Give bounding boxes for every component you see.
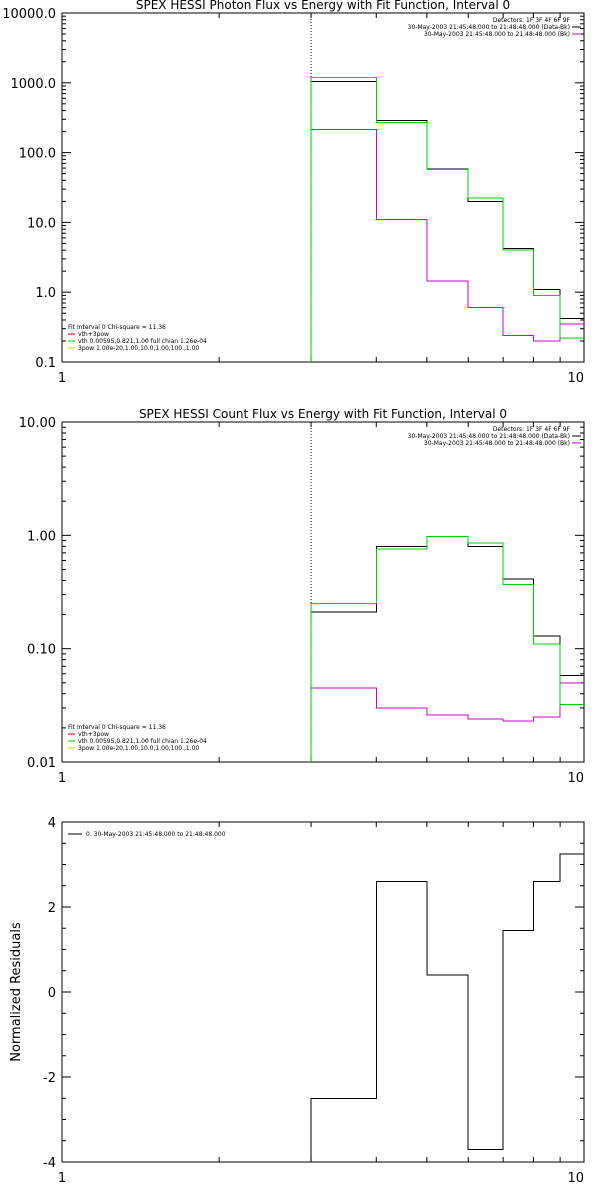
y-tick-label: 10000.0 [2, 7, 56, 22]
plot-frame [61, 12, 585, 363]
y-tick-label: 4 [48, 816, 56, 831]
series-line-0 [310, 535, 584, 762]
fit-legend-entry: vth 0.00595,0.821,1.00 full chian 1.26e-… [78, 738, 207, 745]
series-line-1 [310, 682, 584, 762]
legend-entry: Detectors: 1F 3F 4F 6F 9F [493, 17, 571, 24]
y-tick-label: 100.0 [19, 147, 56, 162]
plot-frame [61, 821, 585, 1163]
x-tick-label: 10 [567, 771, 584, 786]
chart-title: SPEX HESSI Photon Flux vs Energy with Fi… [136, 0, 510, 12]
y-tick-label: 10.00 [19, 416, 56, 431]
legend-entry: 30-May-2003 21:45:48.000 to 21:48:48.000… [408, 433, 570, 440]
legend-entry: 0. 30-May-2003 21:45:48.000 to 21:48:48.… [86, 831, 226, 838]
y-axis-label: Normalized Residuals [9, 922, 24, 1062]
y-tick-label: 0.01 [27, 756, 56, 771]
fit-legend-entry: vth+3pow [78, 731, 109, 738]
legend-entry: 30-May-2003 21:45:48.000 to 21:48:48.000… [424, 440, 570, 447]
y-tick-label: 1.0 [35, 286, 56, 301]
chart-title: SPEX HESSI Count Flux vs Energy with Fit… [139, 407, 507, 421]
legend-entry: 30-May-2003 21:45:48.000 to 21:48:48.000… [408, 24, 570, 31]
series-line-2 [310, 76, 584, 362]
x-tick-label: 10 [567, 371, 584, 386]
fit-legend-entry: vth+3pow [78, 331, 109, 338]
y-tick-label: 10.0 [27, 216, 56, 231]
photon-flux-panel: SPEX HESSI Photon Flux vs Energy with Fi… [2, 0, 585, 386]
series-line-0 [310, 853, 584, 1162]
series-line-2 [310, 535, 584, 762]
y-tick-label: 0.10 [27, 643, 56, 658]
x-tick-label: 1 [58, 771, 66, 786]
y-tick-label: 0 [48, 986, 56, 1001]
x-tick-label: 10 [567, 1171, 584, 1186]
x-tick-label: 1 [58, 371, 66, 386]
fit-legend-header: Fit Interval 0 Chi-square = 11.36 [68, 324, 166, 331]
fit-legend-entry: 3pow 1.00e-20,1.00,10.0,1.00,100.,1.00 [78, 345, 199, 352]
series-line-0 [310, 80, 584, 362]
fit-legend-header: Fit Interval 0 Chi-square = 11.36 [68, 724, 166, 731]
y-tick-label: 0.1 [35, 356, 56, 371]
count-flux-panel: SPEX HESSI Count Flux vs Energy with Fit… [19, 407, 585, 786]
y-tick-label: 1000.0 [11, 77, 57, 92]
residuals-panel: 1 10 -4 -2 0 2 4 Normalized Residuals 0. 30-May-… [9, 816, 585, 1186]
legend-entry: Detectors: 1F 3F 4F 6F 9F [493, 426, 571, 433]
y-tick-label: 2 [48, 901, 56, 916]
plot-frame [61, 421, 585, 763]
legend-entry: 30-May-2003 21:45:48.000 to 21:48:48.000… [424, 31, 570, 38]
y-tick-label: -2 [43, 1071, 56, 1086]
fit-legend-entry: 3pow 1.00e-20,1.00,10.0,1.00,100.,1.00 [78, 745, 199, 752]
series-line-1 [310, 128, 584, 362]
x-tick-label: 1 [58, 1171, 66, 1186]
y-tick-label: 1.00 [27, 529, 56, 544]
y-tick-label: -4 [43, 1156, 56, 1171]
fit-legend-entry: vth 0.00595,0.821,1.00 full chian 1.26e-… [78, 338, 207, 345]
